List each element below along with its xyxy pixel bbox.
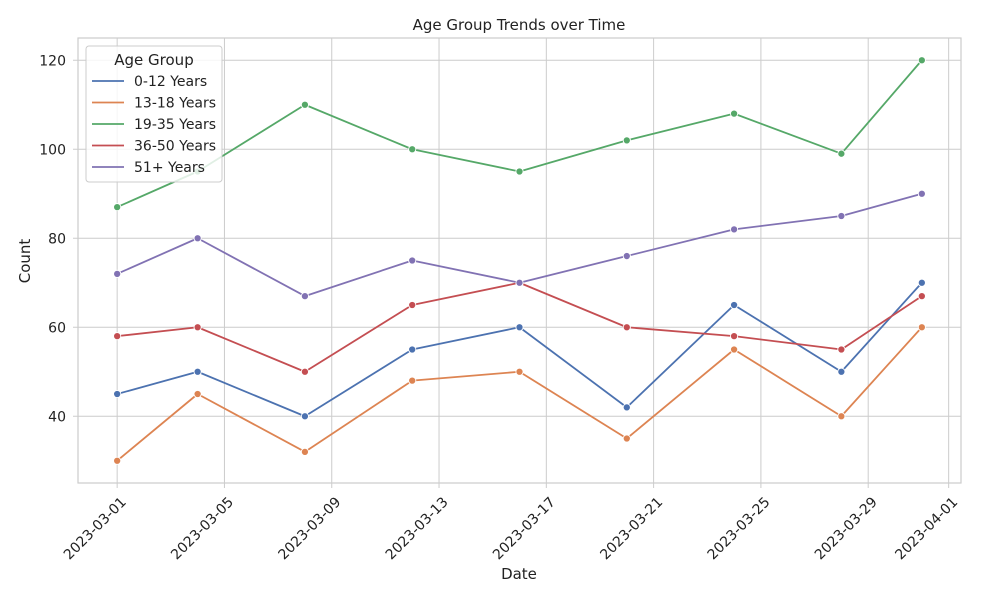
legend-label: 51+ Years — [134, 160, 205, 176]
data-point — [730, 332, 739, 341]
data-point — [837, 211, 846, 221]
data-point — [300, 292, 309, 301]
x-tick-label: 2023-04-01 — [892, 494, 961, 563]
data-point — [515, 323, 524, 332]
data-point — [515, 278, 524, 287]
data-point — [300, 447, 309, 456]
data-point — [408, 345, 417, 354]
x-tick-label: 2023-03-09 — [275, 494, 344, 563]
series-line — [116, 282, 923, 418]
data-point — [917, 189, 926, 198]
data-point — [730, 109, 739, 118]
data-point — [113, 456, 122, 465]
y-tick-label: 120 — [39, 53, 66, 69]
data-point — [622, 403, 631, 412]
series-line — [116, 59, 923, 208]
legend-label: 36-50 Years — [134, 139, 216, 155]
data-point — [730, 300, 739, 310]
data-point — [113, 203, 122, 212]
data-point — [837, 412, 846, 421]
data-point — [917, 323, 926, 332]
data-point — [193, 234, 202, 243]
data-point — [622, 434, 631, 443]
x-tick-label: 2023-03-25 — [705, 494, 774, 563]
legend-label: 19-35 Years — [134, 117, 216, 133]
y-axis-label: Count — [16, 239, 34, 284]
data-point — [622, 251, 631, 261]
data-point — [917, 278, 926, 287]
data-point — [193, 389, 202, 399]
x-tick-label: 2023-03-05 — [168, 494, 237, 563]
data-point — [193, 367, 202, 376]
plot-frame — [77, 37, 962, 484]
data-point — [300, 367, 309, 376]
data-point — [917, 56, 926, 65]
legend-box — [85, 45, 223, 183]
data-point — [730, 225, 739, 234]
data-point — [917, 292, 926, 301]
y-tick-label: 60 — [48, 320, 66, 336]
chart-title: Age Group Trends over Time — [413, 16, 626, 34]
x-tick-label: 2023-03-01 — [61, 494, 130, 563]
x-axis-label: Date — [501, 565, 537, 583]
data-point — [113, 269, 122, 278]
y-tick-label: 100 — [39, 142, 66, 158]
y-tick-label: 80 — [48, 231, 66, 247]
legend-title: Age Group — [114, 51, 193, 69]
legend: Age Group 0-12 Years 13-18 Years 19-35 Year… — [85, 45, 223, 183]
data-point — [300, 100, 309, 109]
data-point — [408, 256, 417, 265]
data-point — [730, 345, 739, 354]
y-tick-label: 40 — [48, 409, 66, 425]
x-tick-label: 2023-03-21 — [597, 494, 666, 563]
data-point — [113, 332, 122, 341]
x-tick-label: 2023-03-29 — [812, 494, 881, 563]
data-point — [193, 323, 202, 332]
data-point — [515, 367, 524, 376]
data-point — [622, 136, 631, 145]
data-point — [622, 323, 631, 332]
data-point — [300, 412, 309, 421]
data-point — [408, 300, 417, 310]
data-point — [837, 367, 846, 376]
legend-label: 0-12 Years — [134, 74, 207, 90]
x-tick-label: 2023-03-13 — [383, 494, 452, 563]
legend-label: 13-18 Years — [134, 96, 216, 112]
data-point — [837, 345, 846, 354]
data-point — [408, 376, 417, 385]
data-point — [515, 167, 524, 176]
x-tick-label: 2023-03-17 — [490, 494, 559, 563]
data-point — [837, 149, 846, 158]
data-point — [113, 389, 122, 399]
data-point — [408, 145, 417, 154]
